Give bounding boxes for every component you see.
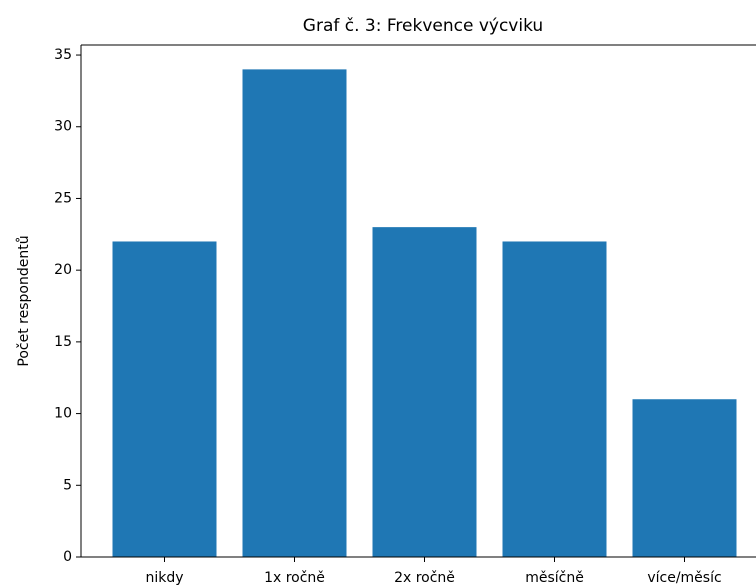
y-tick-label: 15 [54,334,72,350]
x-tick-label: 1x ročně [264,570,325,586]
x-tick-label: více/měsíc [647,570,721,586]
y-tick-label: 0 [63,549,72,565]
y-tick-label: 25 [54,190,72,206]
bar [632,399,737,557]
y-tick-label: 30 [54,119,72,135]
x-tick-label: měsíčně [525,570,584,586]
y-tick-label: 20 [54,262,72,278]
x-tick-label: 2x ročně [394,570,455,586]
y-axis-label: Počet respondentů [16,235,32,366]
chart-title: Graf č. 3: Frekvence výcviku [303,16,543,36]
bar [242,69,347,557]
bar [502,241,607,557]
x-tick-label: nikdy [145,570,183,586]
bar [112,241,217,557]
bar [372,227,477,557]
y-tick-label: 35 [54,47,72,63]
y-tick-label: 10 [54,406,72,422]
y-tick-label: 5 [63,477,72,493]
